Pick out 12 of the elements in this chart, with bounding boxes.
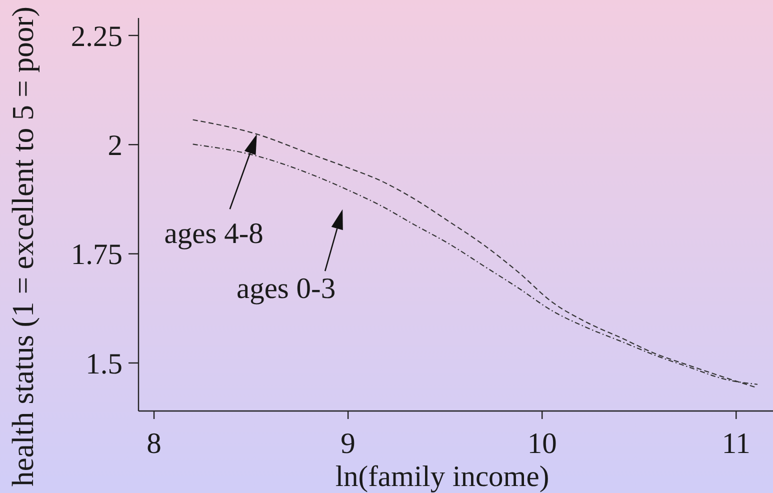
y-tick-label: 2 [108, 130, 122, 162]
y-tick-label: 1.75 [70, 239, 122, 272]
y-tick-label: 1.5 [86, 348, 122, 380]
x-tick-label: 11 [722, 428, 750, 460]
y-axis-title: health status (1 = excellent to 5 = poor) [6, 6, 40, 486]
y-tick-label: 2.25 [70, 20, 122, 53]
x-tick-label: 8 [146, 428, 162, 460]
x-tick-label: 10 [527, 428, 557, 460]
x-tick-label: 9 [340, 428, 356, 460]
annotation: ages 0-3 [236, 273, 336, 306]
annotation: ages 4-8 [164, 218, 264, 250]
x-axis-title: ln(family income) [335, 461, 550, 493]
